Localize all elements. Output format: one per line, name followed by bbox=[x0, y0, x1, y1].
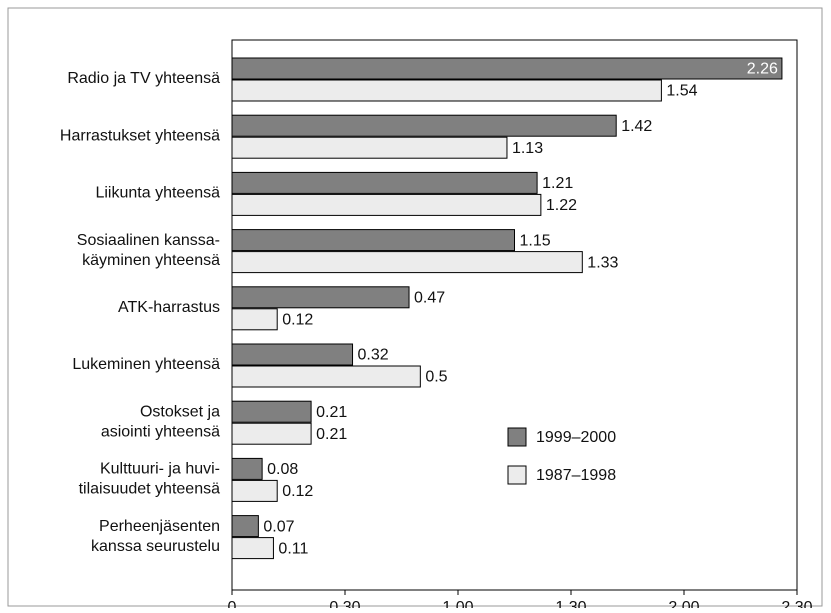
value-label: 0.32 bbox=[358, 347, 389, 364]
value-label: 1.13 bbox=[512, 140, 543, 157]
category-label: käyminen yhteensä bbox=[82, 252, 220, 269]
bar bbox=[231, 365, 421, 388]
x-tick-label: 0 bbox=[228, 599, 237, 608]
category-label: Sosiaalinen kanssa- bbox=[77, 232, 220, 249]
value-label: 1.42 bbox=[621, 118, 652, 135]
value-label: 0.47 bbox=[414, 290, 445, 307]
category-label: tilaisuudet yhteensä bbox=[79, 481, 221, 498]
bar bbox=[231, 457, 263, 480]
category-label: Lukeminen yhteensä bbox=[72, 356, 220, 373]
bar bbox=[231, 286, 410, 309]
value-label: 0.12 bbox=[282, 483, 313, 500]
legend-label: 1999–2000 bbox=[536, 429, 616, 446]
value-label: 0.11 bbox=[278, 540, 308, 557]
value-label: 1.21 bbox=[542, 175, 573, 192]
bar bbox=[231, 400, 312, 423]
category-label: Liikunta yhteensä bbox=[95, 185, 220, 202]
bar bbox=[231, 79, 662, 102]
bar bbox=[231, 422, 312, 445]
value-label: 1.22 bbox=[546, 197, 577, 214]
legend-label: 1987–1998 bbox=[536, 467, 616, 484]
category-label: Harrastukset yhteensä bbox=[60, 127, 220, 144]
bar bbox=[231, 308, 278, 331]
value-label: 0.12 bbox=[282, 312, 313, 329]
value-label: 1.54 bbox=[666, 83, 697, 100]
bar bbox=[231, 537, 274, 560]
value-label: 0.5 bbox=[425, 369, 447, 386]
legend-swatch bbox=[507, 427, 527, 447]
legend-swatch bbox=[507, 465, 527, 485]
x-tick-label: 2.00 bbox=[668, 599, 699, 608]
category-label: ATK-harrastus bbox=[118, 299, 220, 316]
value-label: 2.26 bbox=[747, 61, 778, 78]
bar bbox=[231, 515, 259, 538]
value-label: 1.15 bbox=[520, 232, 551, 249]
bar bbox=[231, 171, 538, 194]
bar bbox=[231, 251, 583, 274]
x-tick-label: 1.00 bbox=[442, 599, 473, 608]
x-tick-label: 0.30 bbox=[329, 599, 360, 608]
category-label: kanssa seurustelu bbox=[91, 538, 220, 555]
category-label: Kulttuuri- ja huvi- bbox=[100, 461, 220, 478]
value-label: 0.21 bbox=[316, 404, 347, 421]
bar bbox=[231, 229, 515, 252]
bar bbox=[231, 136, 508, 159]
bar bbox=[231, 343, 354, 366]
category-label: Radio ja TV yhteensä bbox=[67, 70, 220, 87]
bar bbox=[231, 57, 783, 80]
x-tick-label: 1.30 bbox=[555, 599, 586, 608]
category-label: Perheenjäsenten bbox=[99, 518, 220, 535]
value-label: 0.08 bbox=[267, 461, 298, 478]
category-label: Ostokset ja bbox=[140, 403, 220, 420]
bar bbox=[231, 479, 278, 502]
bar bbox=[231, 193, 542, 216]
value-label: 0.21 bbox=[316, 426, 347, 443]
bar bbox=[231, 114, 617, 137]
category-label: asiointi yhteensä bbox=[101, 423, 220, 440]
value-label: 1.33 bbox=[587, 254, 618, 271]
x-tick-label: 2.30 bbox=[781, 599, 812, 608]
value-label: 0.07 bbox=[263, 518, 294, 535]
